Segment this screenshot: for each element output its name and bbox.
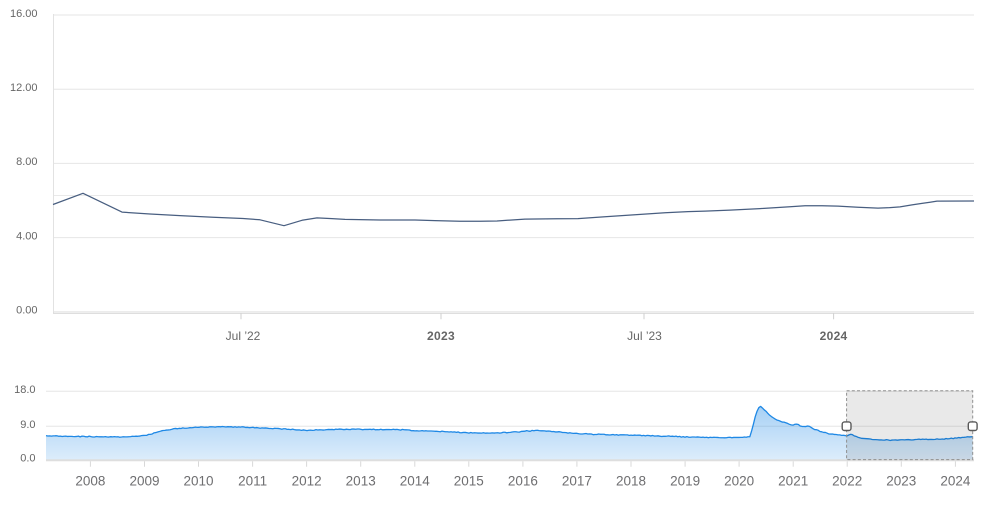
svg-text:Jul ’23: Jul ’23 xyxy=(627,329,662,343)
svg-text:0.0: 0.0 xyxy=(20,452,35,464)
svg-text:2014: 2014 xyxy=(400,474,431,489)
svg-text:2019: 2019 xyxy=(670,474,700,489)
svg-text:2017: 2017 xyxy=(562,474,592,489)
svg-text:9.0: 9.0 xyxy=(20,419,35,431)
svg-text:0.00: 0.00 xyxy=(16,305,37,317)
svg-text:2010: 2010 xyxy=(183,474,213,489)
svg-text:2018: 2018 xyxy=(616,474,646,489)
svg-text:Jul ’22: Jul ’22 xyxy=(226,329,261,343)
svg-text:16.00: 16.00 xyxy=(10,8,38,20)
svg-text:4.00: 4.00 xyxy=(16,230,37,242)
svg-text:2016: 2016 xyxy=(508,474,538,489)
svg-text:2021: 2021 xyxy=(778,474,808,489)
svg-text:2013: 2013 xyxy=(346,474,376,489)
svg-text:2015: 2015 xyxy=(454,474,484,489)
svg-text:18.0: 18.0 xyxy=(14,384,35,396)
svg-text:2012: 2012 xyxy=(292,474,322,489)
svg-text:8.00: 8.00 xyxy=(16,156,37,168)
svg-text:2023: 2023 xyxy=(427,329,455,343)
svg-text:2011: 2011 xyxy=(238,474,267,489)
svg-text:2023: 2023 xyxy=(886,474,916,489)
svg-text:2024: 2024 xyxy=(940,474,971,489)
svg-text:2024: 2024 xyxy=(820,329,848,343)
svg-text:12.00: 12.00 xyxy=(10,82,38,94)
svg-text:2020: 2020 xyxy=(724,474,754,489)
svg-text:2022: 2022 xyxy=(832,474,862,489)
svg-text:2009: 2009 xyxy=(129,474,159,489)
svg-text:2008: 2008 xyxy=(75,474,105,489)
